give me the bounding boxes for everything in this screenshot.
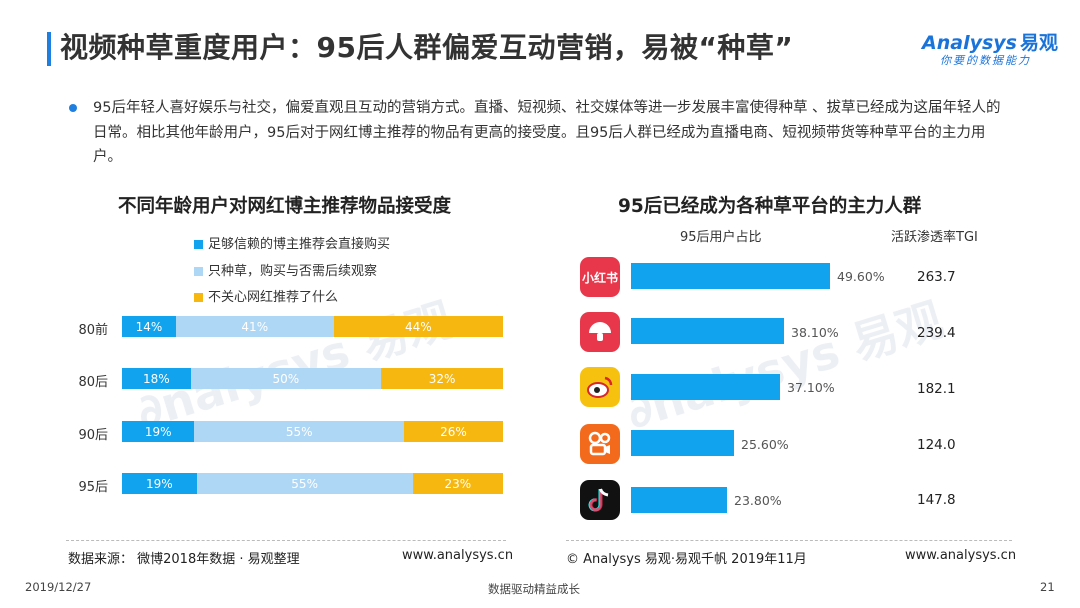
site-link-right[interactable]: www.analysys.cn bbox=[905, 548, 1017, 563]
logo-cn: 易观 bbox=[1019, 32, 1058, 54]
stacked-bar: 18% 50% 32% bbox=[122, 368, 503, 389]
legend-swatch bbox=[194, 240, 203, 249]
slide-slogan: 数据驱动精益成长 bbox=[488, 582, 580, 596]
share-bar bbox=[631, 374, 780, 400]
legend-label: 足够信赖的博主推荐会直接购买 bbox=[208, 237, 391, 252]
bar-segment-watch: 55% bbox=[194, 421, 404, 442]
data-source: 数据来源： 微博2018年数据 · 易观整理 bbox=[68, 552, 300, 567]
row-label: 80前 bbox=[78, 323, 108, 338]
weibo-glyph bbox=[587, 376, 613, 398]
kuaishou-icon bbox=[580, 424, 620, 464]
analysys-logo: Analysys 易观 你要的数据能力 bbox=[922, 28, 1058, 72]
mogujie-icon bbox=[580, 312, 620, 352]
legend-swatch bbox=[194, 267, 203, 276]
column-header-share: 95后用户占比 bbox=[680, 230, 762, 245]
row-label: 95后 bbox=[78, 480, 108, 495]
share-bar bbox=[631, 487, 727, 513]
page-number: 21 bbox=[1040, 580, 1055, 594]
bar-segment-watch: 41% bbox=[175, 316, 334, 337]
legend-label: 只种草，购买与否需后续观察 bbox=[208, 264, 378, 279]
tgi-value: 147.8 bbox=[917, 492, 956, 508]
footer-divider bbox=[66, 540, 506, 541]
share-value: 25.60% bbox=[741, 437, 789, 452]
bullet-dot-icon bbox=[69, 104, 77, 112]
bar-segment-ignore: 26% bbox=[403, 421, 503, 442]
share-bar bbox=[631, 318, 784, 344]
bar-segment-buy: 18% bbox=[122, 368, 191, 389]
tgi-value: 182.1 bbox=[917, 381, 956, 397]
xiaohongshu-icon-text: 小红书 bbox=[581, 270, 618, 285]
legend-swatch bbox=[194, 293, 203, 302]
weibo-icon bbox=[580, 367, 620, 407]
copyright: © Analysys 易观·易观千帆 2019年11月 bbox=[566, 552, 807, 567]
share-bar bbox=[631, 263, 830, 289]
watermark: ∂nalysys 易观 bbox=[130, 292, 459, 440]
summary-paragraph: 95后年轻人喜好娱乐与社交，偏爱直观且互动的营销方式。直播、短视频、社交媒体等进… bbox=[93, 100, 1001, 165]
bar-segment-buy: 19% bbox=[122, 473, 197, 494]
douyin-icon bbox=[580, 480, 620, 520]
watermark: ∂nalysys 易观 bbox=[620, 292, 949, 440]
bar-segment-ignore: 32% bbox=[381, 368, 503, 389]
bar-segment-buy: 14% bbox=[122, 316, 176, 337]
logo-wordmark: Analysys 易观 bbox=[922, 28, 1058, 55]
bar-segment-buy: 19% bbox=[122, 421, 195, 442]
tgi-value: 124.0 bbox=[917, 437, 956, 453]
row-label: 90后 bbox=[78, 428, 108, 443]
share-bar bbox=[631, 430, 734, 456]
share-value: 49.60% bbox=[837, 269, 885, 284]
bar-segment-watch: 55% bbox=[196, 473, 413, 494]
column-header-tgi: 活跃渗透率TGI bbox=[891, 230, 978, 245]
legend-item: 只种草，购买与否需后续观察 bbox=[194, 260, 377, 279]
bar-segment-ignore: 44% bbox=[333, 316, 503, 337]
logo-brand: nalysys bbox=[936, 32, 1017, 54]
stacked-bar: 19% 55% 23% bbox=[122, 473, 503, 494]
note-glyph bbox=[588, 488, 609, 512]
slide-date: 2019/12/27 bbox=[25, 580, 92, 594]
mushroom-glyph bbox=[589, 322, 611, 341]
tgi-value: 239.4 bbox=[917, 325, 956, 341]
legend-label: 不关心网红推荐了什么 bbox=[208, 290, 339, 305]
camera-glyph bbox=[588, 431, 611, 456]
legend-item: 不关心网红推荐了什么 bbox=[194, 286, 338, 305]
row-label: 80后 bbox=[78, 375, 108, 390]
share-value: 37.10% bbox=[787, 380, 835, 395]
bar-segment-watch: 50% bbox=[190, 368, 382, 389]
footer-divider bbox=[566, 540, 1012, 541]
bar-segment-ignore: 23% bbox=[412, 473, 503, 494]
share-value: 23.80% bbox=[734, 493, 782, 508]
legend-item: 足够信赖的博主推荐会直接购买 bbox=[194, 233, 390, 252]
stacked-bar: 19% 55% 26% bbox=[122, 421, 503, 442]
share-value: 38.10% bbox=[791, 325, 839, 340]
title-accent-bar bbox=[47, 32, 51, 66]
tgi-value: 263.7 bbox=[917, 269, 956, 285]
stacked-bar: 14% 41% 44% bbox=[122, 316, 503, 337]
right-chart-title: 95后已经成为各种草平台的主力人群 bbox=[618, 196, 922, 217]
page-title: 视频种草重度用户：95后人群偏爱互动营销，易被“种草” bbox=[60, 31, 794, 64]
logo-brand-prefix: A bbox=[922, 32, 937, 54]
site-link-left[interactable]: www.analysys.cn bbox=[402, 548, 514, 563]
left-chart-title: 不同年龄用户对网红博主推荐物品接受度 bbox=[118, 196, 452, 217]
logo-tagline: 你要的数据能力 bbox=[940, 54, 1031, 67]
xiaohongshu-icon: 小红书 bbox=[580, 257, 620, 297]
